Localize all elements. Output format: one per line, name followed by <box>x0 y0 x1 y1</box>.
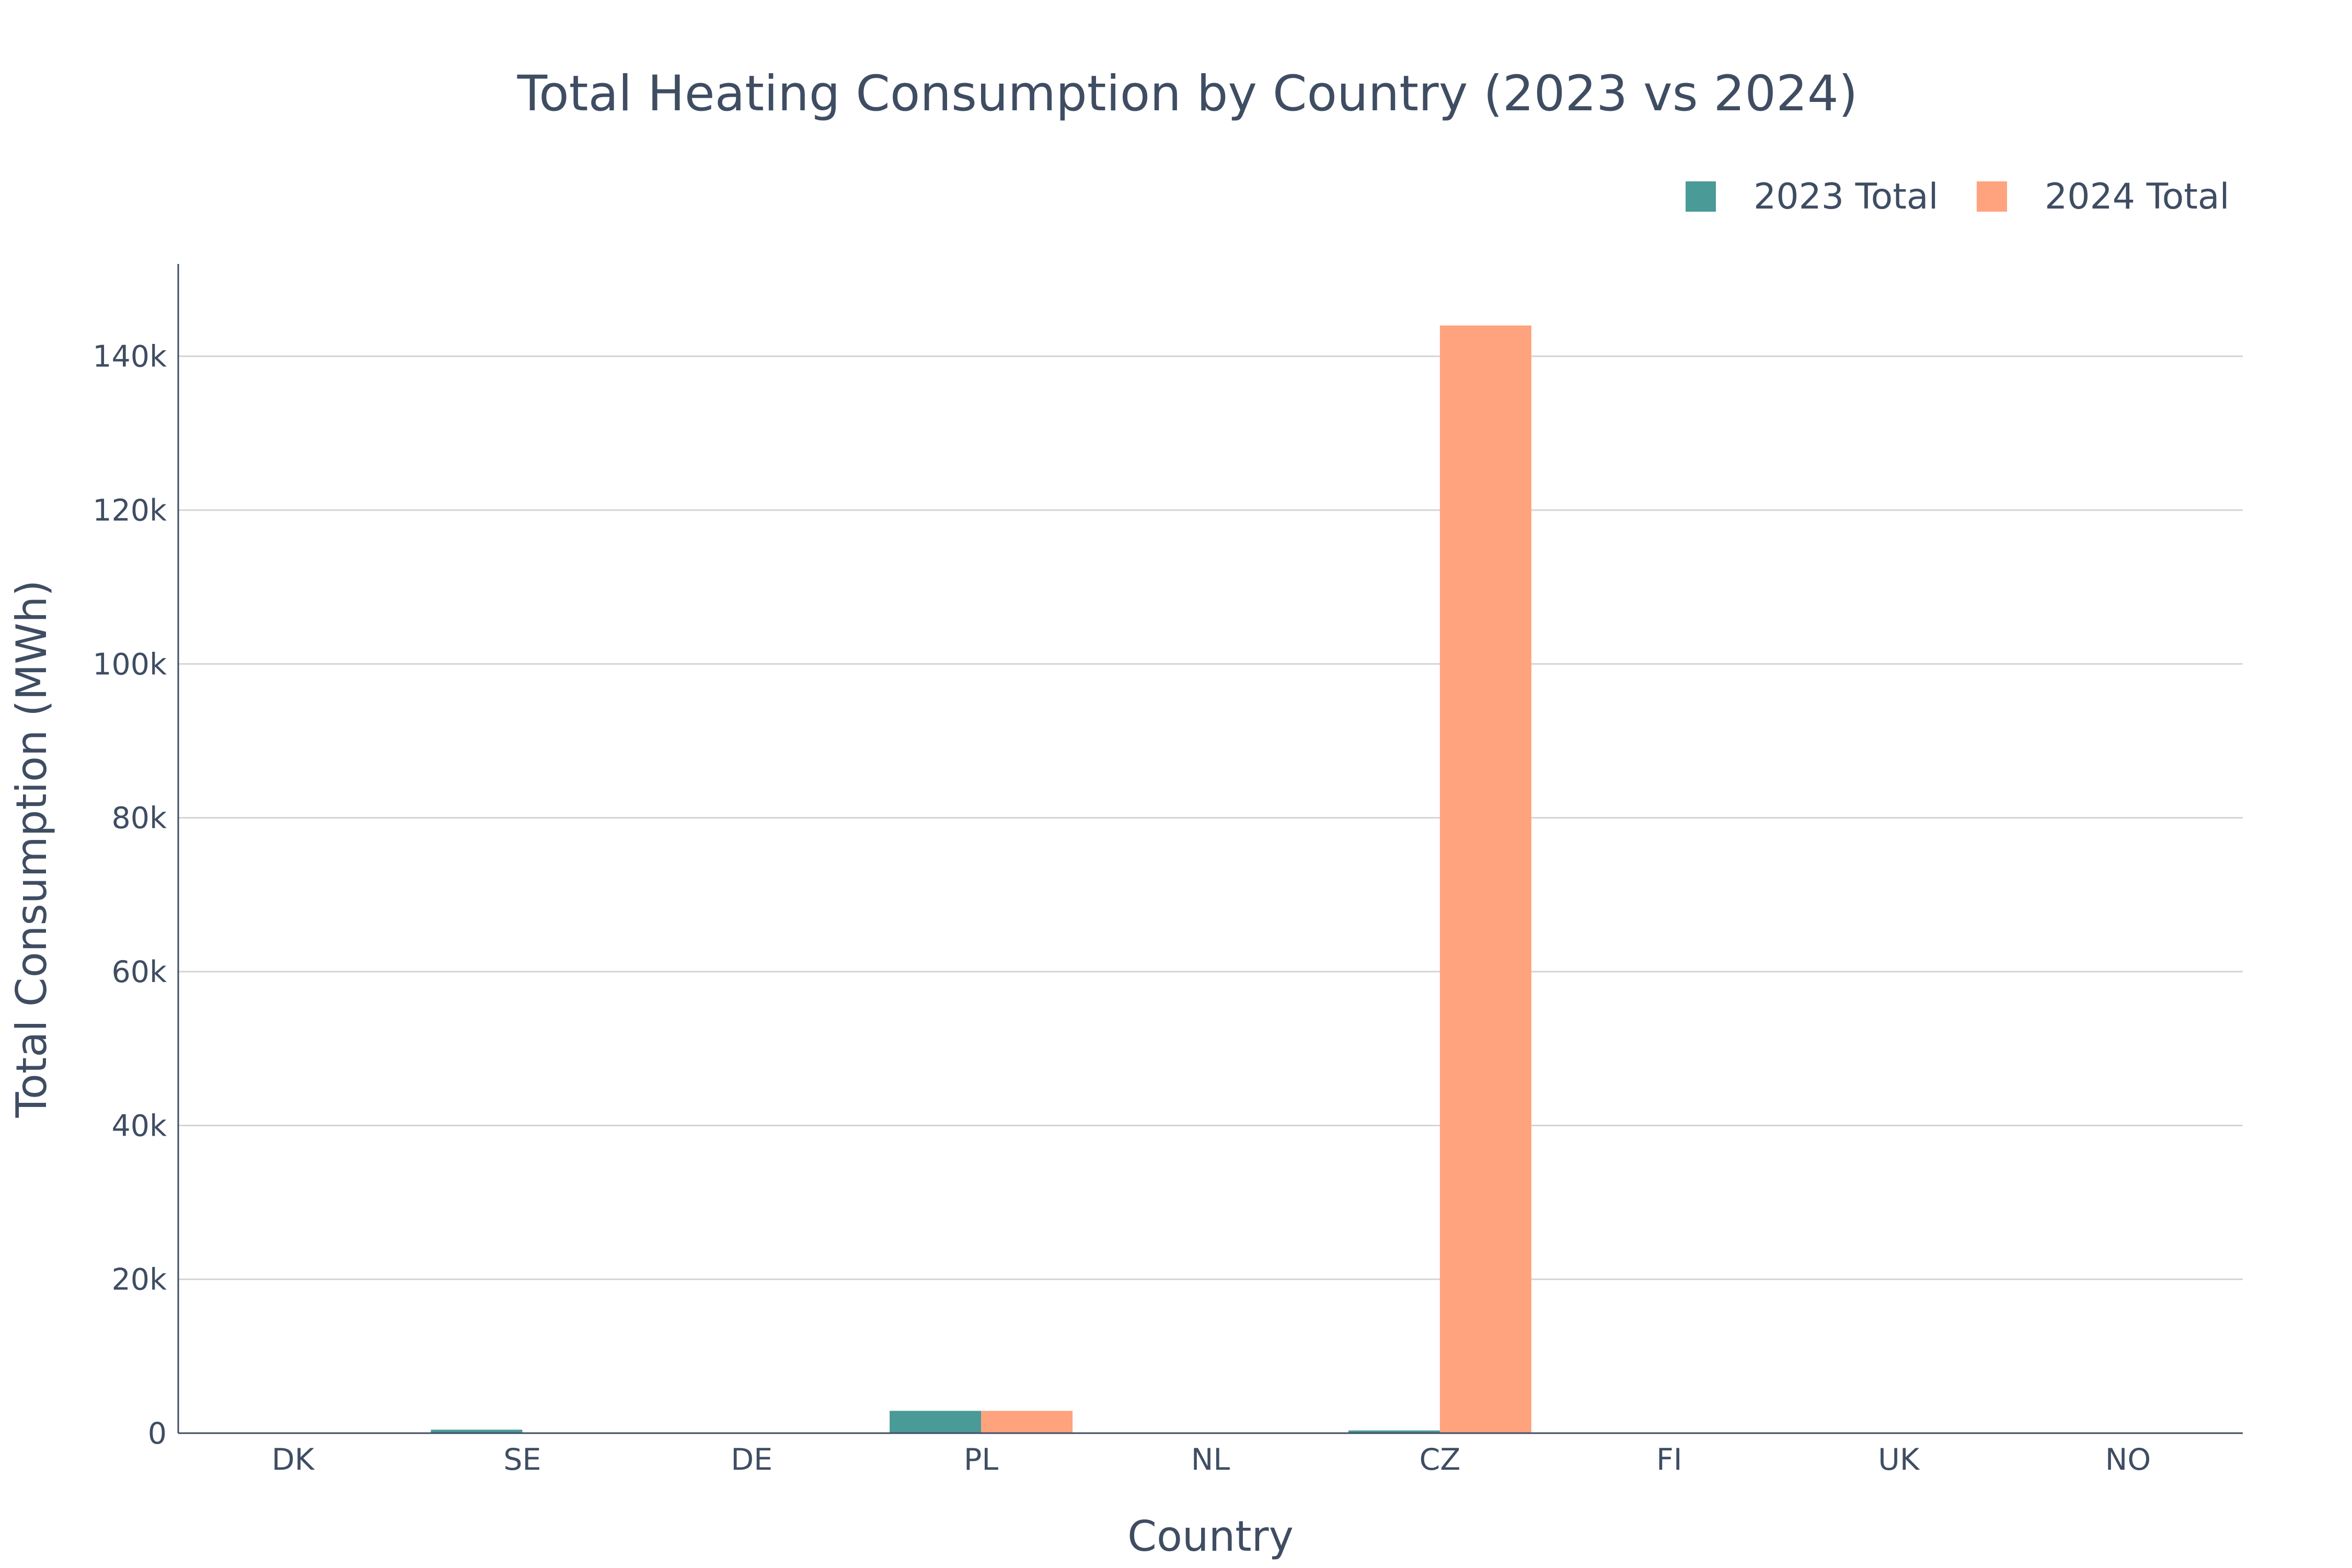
x-tick-label: NO <box>2105 1443 2151 1477</box>
y-tick-label: 120k <box>93 493 167 528</box>
bar-2024-cz <box>1439 325 1531 1433</box>
x-tick-label: DE <box>731 1443 773 1477</box>
x-tick-label: DK <box>272 1443 315 1477</box>
bar-2023-se <box>431 1429 523 1433</box>
y-tick-label: 140k <box>93 340 167 374</box>
x-tick-label: FI <box>1656 1443 1682 1477</box>
bar-2024-pl <box>981 1411 1073 1433</box>
x-tick-label: PL <box>964 1443 998 1477</box>
x-tick-label: SE <box>503 1443 541 1477</box>
x-tick-label: CZ <box>1419 1443 1460 1477</box>
bars <box>201 325 2128 1433</box>
y-tick-label: 100k <box>93 647 167 682</box>
chart-title: Total Heating Consumption by Country (20… <box>517 65 1858 122</box>
legend-swatch <box>1977 181 2007 212</box>
y-tick-label: 80k <box>111 801 167 836</box>
legend: 2023 Total 2024 Total <box>1686 176 2229 217</box>
legend-label: 2024 Total <box>2045 176 2229 217</box>
y-tick-label: 60k <box>111 955 167 989</box>
bar-2023-pl <box>890 1411 982 1433</box>
x-axis-label: Country <box>1127 1512 1294 1561</box>
y-tick-label: 20k <box>111 1263 167 1297</box>
y-tick-label: 40k <box>111 1109 167 1143</box>
x-tick-label: NL <box>1191 1443 1230 1477</box>
y-axis-ticks: 0 20k 40k 60k 80k 100k 120k 140k <box>93 340 167 1451</box>
legend-swatch <box>1686 181 1716 212</box>
gridlines <box>178 355 2243 1281</box>
bar-2023-cz <box>1348 1430 1440 1433</box>
y-axis-label: Total Consumption (MWh) <box>7 580 56 1119</box>
legend-label: 2023 Total <box>1754 176 1938 217</box>
x-tick-label: UK <box>1878 1443 1920 1477</box>
y-tick-label: 0 <box>148 1416 167 1451</box>
x-axis-ticks: DK SE DE PL NL CZ FI UK NO <box>272 1443 2151 1477</box>
